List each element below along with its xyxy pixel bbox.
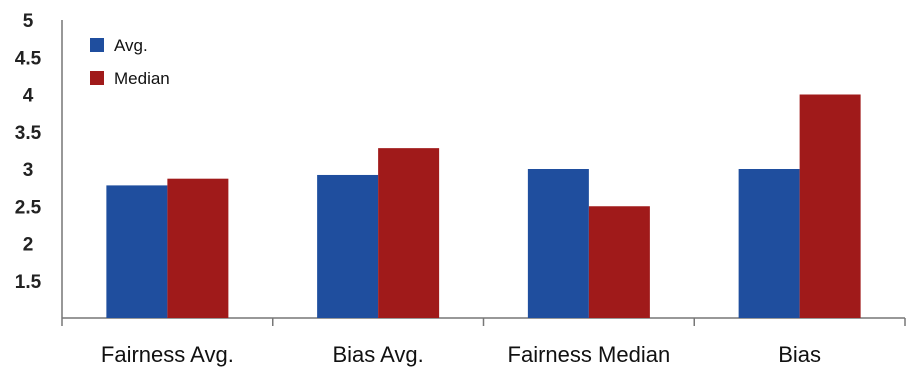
legend: Avg. Median xyxy=(90,36,170,88)
bars xyxy=(106,94,861,318)
legend-swatch xyxy=(90,38,104,52)
y-tick-label: 4.5 xyxy=(15,48,42,69)
legend-label: Avg. xyxy=(114,36,148,55)
y-tick-label: 3.5 xyxy=(15,123,42,144)
bar-avg-2 xyxy=(527,169,589,318)
x-ticks xyxy=(61,318,906,326)
y-ticks: 1.5 2 2.5 3 3.5 4 4.5 5 xyxy=(15,11,42,293)
category-label: Fairness Avg. xyxy=(101,342,234,367)
bar-avg-1 xyxy=(317,174,379,318)
category-label: Bias Avg. xyxy=(332,342,423,367)
y-tick-label: 1.5 xyxy=(15,272,42,293)
y-tick-label: 5 xyxy=(23,11,34,32)
y-tick-label: 4 xyxy=(23,86,34,107)
category-label: Fairness Median xyxy=(508,342,671,367)
bar-median-1 xyxy=(378,148,440,318)
legend-swatch xyxy=(90,71,104,85)
bar-median-0 xyxy=(167,178,229,318)
legend-label: Median xyxy=(114,69,170,88)
y-tick-label: 2.5 xyxy=(15,197,42,218)
category-label: Bias xyxy=(778,342,821,367)
y-tick-label: 2 xyxy=(23,235,34,256)
bar-avg-0 xyxy=(106,185,168,318)
bar-avg-3 xyxy=(738,169,800,318)
bar-median-2 xyxy=(588,206,650,318)
category-labels: Fairness Avg. Bias Avg. Fairness Median Bia… xyxy=(101,342,821,367)
bar-median-3 xyxy=(799,94,861,318)
y-tick-label: 3 xyxy=(23,160,34,181)
